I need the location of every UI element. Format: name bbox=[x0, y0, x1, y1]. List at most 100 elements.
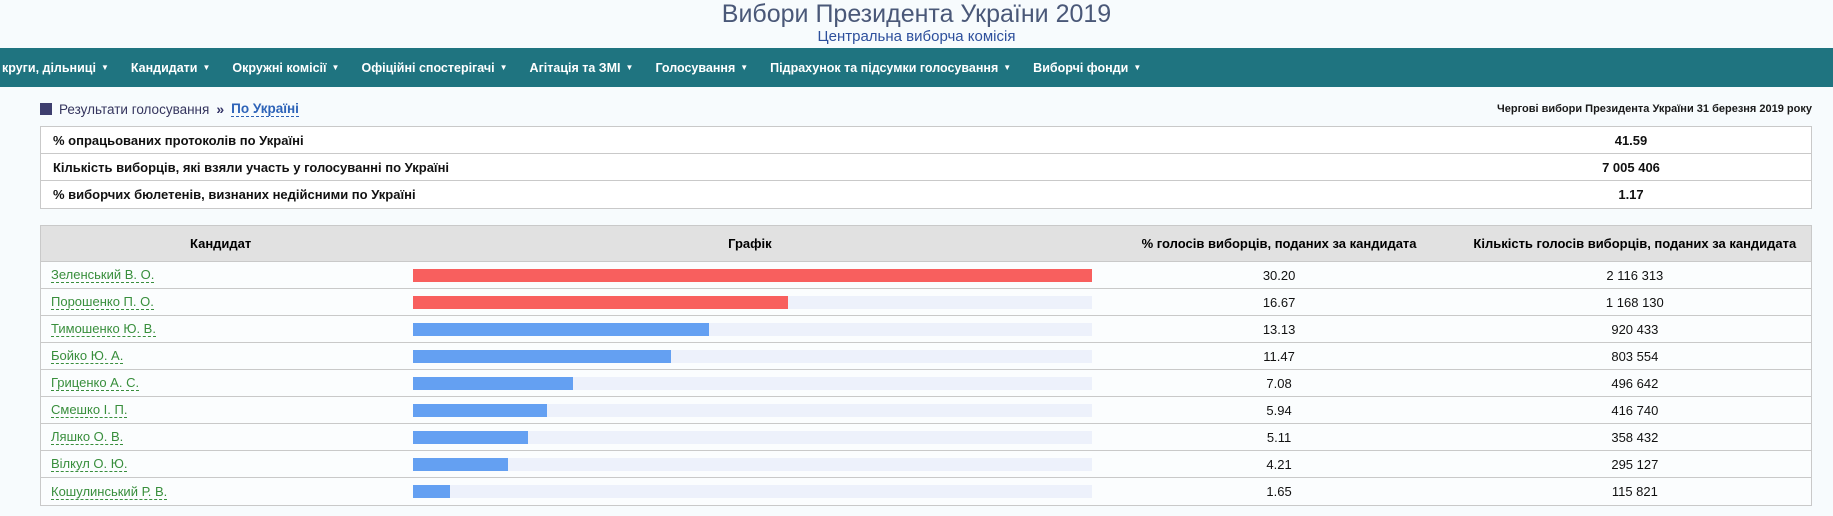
nav-menu-item-label: Виборчі фонди bbox=[1033, 60, 1129, 75]
percent-value: 4.21 bbox=[1266, 456, 1292, 472]
result-bar bbox=[413, 403, 547, 417]
candidate-cell: Зеленський В. О. bbox=[41, 266, 400, 284]
election-date-note: Чергові вибори Президента України 31 бер… bbox=[1497, 103, 1812, 115]
result-bar bbox=[413, 457, 508, 471]
summary-table: % опрацьованих протоколів по Україні 41.… bbox=[40, 126, 1812, 209]
candidate-link[interactable]: Ляшко О. В. bbox=[51, 429, 124, 445]
percent-value: 5.94 bbox=[1266, 402, 1292, 418]
result-bar bbox=[413, 322, 709, 336]
table-row: Кошулинський Р. В. 1.65 115 821 bbox=[41, 478, 1811, 505]
result-bar bbox=[413, 376, 573, 390]
bar-track bbox=[413, 268, 1093, 282]
votes-value: 416 740 bbox=[1611, 402, 1659, 418]
nav-menu-item-label: Підрахунок та підсумки голосування bbox=[770, 60, 999, 75]
summary-row-value: 7 005 406 bbox=[1602, 159, 1660, 175]
breadcrumb-row: Результати голосування » По Україні Черг… bbox=[40, 100, 1812, 118]
candidate-cell: Ляшко О. В. bbox=[41, 428, 400, 446]
votes-value: 115 821 bbox=[1611, 484, 1658, 499]
percent-value: 1.65 bbox=[1266, 484, 1292, 499]
chevron-down-icon: ▼ bbox=[202, 62, 211, 72]
graph-cell bbox=[400, 430, 1099, 444]
result-bar bbox=[413, 268, 1093, 282]
candidate-cell: Гриценко А. С. bbox=[41, 374, 400, 392]
result-bar bbox=[413, 295, 789, 309]
nav-menu-item[interactable]: Виборчі фонди ▼ bbox=[1022, 61, 1152, 75]
candidate-link[interactable]: Зеленський В. О. bbox=[51, 267, 155, 283]
breadcrumb-separator: » bbox=[216, 101, 225, 117]
table-row: Ляшко О. В. 5.11 358 432 bbox=[41, 424, 1811, 451]
breadcrumb-current-link[interactable]: По Україні bbox=[231, 101, 299, 117]
graph-cell bbox=[400, 485, 1099, 498]
summary-row-label: % опрацьованих протоколів по Україні bbox=[53, 132, 304, 148]
nav-menu-item[interactable]: Офіційні спостерігачі ▼ bbox=[350, 61, 518, 75]
bar-track bbox=[413, 485, 1093, 498]
candidate-link[interactable]: Смешко І. П. bbox=[51, 402, 128, 418]
bar-track bbox=[413, 349, 1093, 363]
nav-menu-item-label: Окружні комісії bbox=[232, 60, 327, 75]
page-subtitle: Центральна виборча комісія bbox=[817, 28, 1016, 45]
nav-menu-item[interactable]: Кандидати ▼ bbox=[120, 61, 222, 75]
nav-menu-item[interactable]: Голосування ▼ bbox=[644, 61, 759, 75]
percent-value: 7.08 bbox=[1266, 375, 1292, 391]
bar-track bbox=[413, 430, 1093, 444]
nav-menu-item-label: Голосування bbox=[655, 60, 736, 75]
bar-track bbox=[413, 376, 1093, 390]
candidate-cell: Вілкул О. Ю. bbox=[41, 455, 400, 473]
table-row: Смешко І. П. 5.94 416 740 bbox=[41, 397, 1811, 424]
graph-cell bbox=[400, 268, 1099, 282]
chevron-down-icon: ▼ bbox=[1133, 62, 1142, 72]
results-table: Кандидат Графік % голосів виборців, пода… bbox=[40, 225, 1812, 506]
bar-track bbox=[413, 322, 1093, 336]
candidate-link[interactable]: Гриценко А. С. bbox=[51, 375, 140, 391]
candidate-link[interactable]: Бойко Ю. А. bbox=[51, 348, 124, 364]
graph-cell bbox=[400, 403, 1099, 417]
chevron-down-icon: ▼ bbox=[100, 62, 109, 72]
candidate-link[interactable]: Тимошенко Ю. В. bbox=[51, 321, 156, 337]
percent-value: 16.67 bbox=[1262, 294, 1296, 310]
nav-menu-item[interactable]: круги, дільниці ▼ bbox=[0, 61, 120, 75]
votes-value: 2 116 313 bbox=[1606, 267, 1664, 283]
bar-track bbox=[413, 295, 1093, 309]
graph-cell bbox=[400, 349, 1099, 363]
votes-value: 1 168 130 bbox=[1605, 294, 1664, 310]
table-row: Тимошенко Ю. В. 13.13 920 433 bbox=[41, 316, 1811, 343]
nav-menu-item-label: Кандидати bbox=[130, 60, 198, 75]
page-header: Вибори Президента України 2019 Центральн… bbox=[0, 0, 1833, 48]
table-row: Бойко Ю. А. 11.47 803 554 bbox=[41, 343, 1811, 370]
candidate-cell: Бойко Ю. А. bbox=[41, 347, 400, 365]
votes-value: 358 432 bbox=[1611, 429, 1659, 445]
percent-value: 5.11 bbox=[1266, 429, 1292, 445]
column-header-graph: Графік bbox=[728, 236, 772, 251]
chevron-down-icon: ▼ bbox=[1003, 62, 1012, 72]
votes-value: 920 433 bbox=[1611, 321, 1659, 337]
bar-track bbox=[413, 457, 1093, 471]
column-header-votes: Кількість голосів виборців, поданих за к… bbox=[1473, 236, 1797, 251]
chevron-down-icon: ▼ bbox=[625, 62, 634, 72]
candidate-cell: Смешко І. П. bbox=[41, 401, 400, 419]
nav-menu-item[interactable]: Окружні комісії ▼ bbox=[221, 61, 350, 75]
votes-value: 803 554 bbox=[1611, 348, 1659, 364]
votes-value: 295 127 bbox=[1611, 456, 1659, 472]
candidate-link[interactable]: Кошулинський Р. В. bbox=[51, 483, 168, 500]
candidate-link[interactable]: Вілкул О. Ю. bbox=[51, 456, 128, 472]
nav-menu-item[interactable]: Підрахунок та підсумки голосування ▼ bbox=[759, 61, 1022, 75]
table-row: Вілкул О. Ю. 4.21 295 127 bbox=[41, 451, 1811, 478]
nav-menu-item-label: Агітація та ЗМІ bbox=[529, 60, 621, 75]
table-row: Зеленський В. О. 30.20 2 116 313 bbox=[41, 262, 1811, 289]
nav-menu-item-label: Офіційні спостерігачі bbox=[361, 60, 495, 75]
page-title: Вибори Президента України 2019 bbox=[721, 0, 1112, 28]
section-square-icon bbox=[40, 103, 52, 115]
graph-cell bbox=[400, 457, 1099, 471]
main-navigation: круги, дільниці ▼ Кандидати ▼ Окружні ко… bbox=[0, 48, 1833, 87]
candidate-cell: Порошенко П. О. bbox=[41, 293, 400, 311]
summary-row-value: 1.17 bbox=[1618, 187, 1644, 202]
nav-menu-item[interactable]: Агітація та ЗМІ ▼ bbox=[519, 61, 645, 75]
percent-value: 13.13 bbox=[1262, 321, 1296, 337]
candidate-link[interactable]: Порошенко П. О. bbox=[51, 294, 154, 310]
results-table-body: Зеленський В. О. 30.20 2 116 313 Порошен… bbox=[41, 262, 1811, 505]
percent-value: 11.47 bbox=[1263, 348, 1295, 364]
summary-row-label: Кількість виборців, які взяли участь у г… bbox=[53, 159, 450, 175]
result-bar bbox=[413, 485, 451, 498]
table-row: Порошенко П. О. 16.67 1 168 130 bbox=[41, 289, 1811, 316]
column-header-candidate: Кандидат bbox=[190, 236, 252, 251]
